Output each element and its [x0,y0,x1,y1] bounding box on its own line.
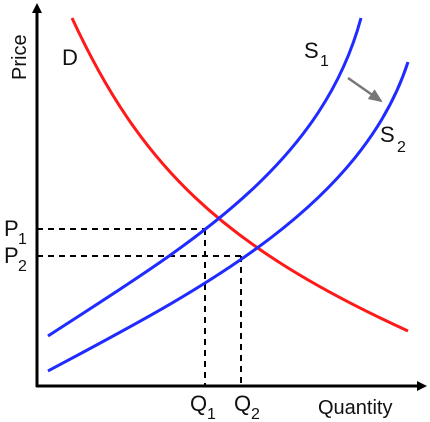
supply-2-subscript: 2 [397,139,406,156]
supply-1-subscript: 1 [320,53,329,70]
supply-curve-2 [47,61,410,373]
p1-subscript: 1 [18,231,27,248]
p2-label: P [4,243,19,268]
q2-label: Q [234,391,251,416]
q1-subscript: 1 [207,406,216,422]
q2-subscript: 2 [251,406,260,422]
p1-label: P [4,216,19,241]
supply-1-label: S [304,38,319,63]
demand-label: D [62,45,78,70]
p2-subscript: 2 [18,258,27,275]
supply-curve-1 [47,17,363,338]
demand-curve [70,17,409,333]
x-axis-title: Quantity [318,397,392,419]
supply-2-label: S [380,122,395,147]
y-axis-title: Price [9,34,31,80]
supply-shift-arrow [347,76,383,103]
q1-label: Q [190,391,207,416]
equilibrium-guides [37,228,242,386]
